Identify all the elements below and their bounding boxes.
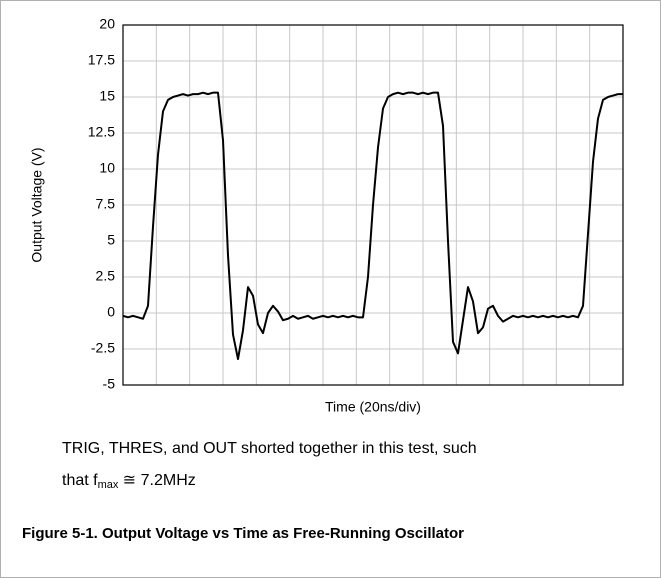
plot-border xyxy=(122,24,624,386)
y-tick-label: 10 xyxy=(99,160,115,176)
y-tick-label: 20 xyxy=(99,16,115,32)
y-tick-label: 12.5 xyxy=(88,124,115,140)
data-line xyxy=(122,91,623,361)
note: TRIG, THRES, and OUT shorted together in… xyxy=(62,440,477,457)
y-tick-label: 17.5 xyxy=(88,52,115,68)
y-tick-label: 0 xyxy=(107,304,115,320)
note-subscript: max xyxy=(98,479,119,491)
y-tick-label: 15 xyxy=(99,88,115,104)
x-axis-label: Time (20ns/div) xyxy=(325,399,421,415)
y-tick-label: 2.5 xyxy=(96,268,116,284)
y-axis-label: Output Voltage (V) xyxy=(29,147,45,262)
caption: Figure 5-1. Output Voltage vs Time as Fr… xyxy=(22,525,464,542)
y-tick-label: 5 xyxy=(107,232,115,248)
note: that fmax ≅ 7.2MHz xyxy=(62,472,196,491)
y-tick-label: -5 xyxy=(103,376,116,392)
y-tick-label: -2.5 xyxy=(91,340,115,356)
note-text: that f xyxy=(62,472,98,489)
y-tick-label: 7.5 xyxy=(96,196,116,212)
note-text: ≅ 7.2MHz xyxy=(118,472,195,489)
